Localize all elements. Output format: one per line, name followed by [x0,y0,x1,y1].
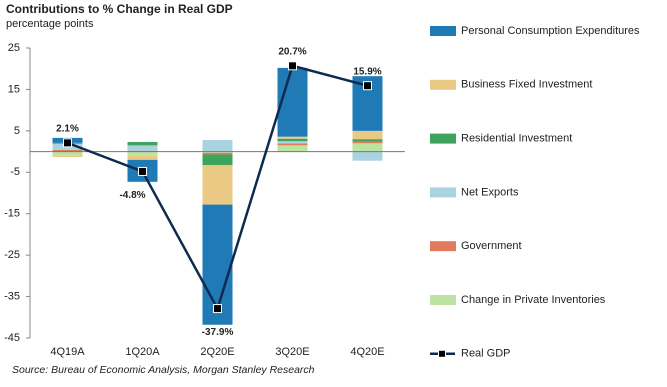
chart-subtitle: percentage points [6,18,94,30]
bar-segment [202,152,233,155]
y-tick-label: 15 [8,83,20,95]
y-tick-label: -25 [4,249,20,261]
bar-segment [202,154,233,166]
bar-segment [52,149,83,152]
legend-label: Personal Consumption Expenditures [461,25,640,37]
y-tick-label: -5 [10,166,20,178]
legend-label: Residential Investment [461,133,572,145]
legend-label: Change in Private Inventories [461,294,606,306]
x-tick-label: 4Q19A [50,346,85,358]
bar-segment [352,143,383,152]
bar-segment [352,130,383,140]
bar-segment [352,151,383,161]
data-label: 15.9% [353,66,381,77]
legend-label: Government [461,240,522,252]
y-tick-label: -45 [4,332,20,344]
legend-swatch [430,241,456,252]
line-marker [138,166,147,176]
bar-segment [52,151,83,156]
data-label: -4.8% [119,190,145,201]
bar-segment [277,143,308,146]
legend-label: Net Exports [461,186,519,198]
data-label: 2.1% [56,124,79,135]
legend-label: Business Fixed Investment [461,79,592,91]
y-tick-label: -15 [4,208,20,220]
line-marker [63,138,72,148]
chart-title: Contributions to % Change in Real GDP [6,2,233,16]
legend-swatch [430,79,456,90]
bar-segment [127,155,158,160]
bar-segment [202,165,233,205]
bar-segment [277,138,308,142]
legend-marker [438,349,446,358]
bar-segment [352,141,383,144]
data-label: 20.7% [278,46,306,57]
y-tick-label: 5 [14,125,20,137]
line-marker [363,81,372,91]
bar-segment [202,139,233,152]
line-marker [213,304,222,314]
source-note: Source: Bureau of Economic Analysis, Mor… [12,364,315,376]
legend-swatch [430,133,456,144]
bar-segment [277,145,308,152]
bar-segment [127,145,158,151]
bar-segment [202,151,233,153]
legend-label: Real GDP [461,348,511,360]
bar-segment [352,139,383,142]
x-tick-label: 3Q20E [275,346,309,358]
x-tick-label: 4Q20E [350,346,384,358]
y-tick-label: 25 [8,42,20,54]
bar-segment [127,142,158,146]
bar-segment [277,141,308,144]
y-tick-label: -35 [4,290,20,302]
bar-segment [127,151,158,156]
bar-segment [52,155,83,157]
x-tick-label: 1Q20A [125,346,160,358]
legend-swatch [430,187,456,198]
legend-swatch [430,26,456,36]
x-tick-label: 2Q20E [200,346,234,358]
line-marker [288,61,297,71]
data-label: -37.9% [202,327,234,338]
legend-swatch [430,295,456,305]
bar-segment [277,136,308,139]
